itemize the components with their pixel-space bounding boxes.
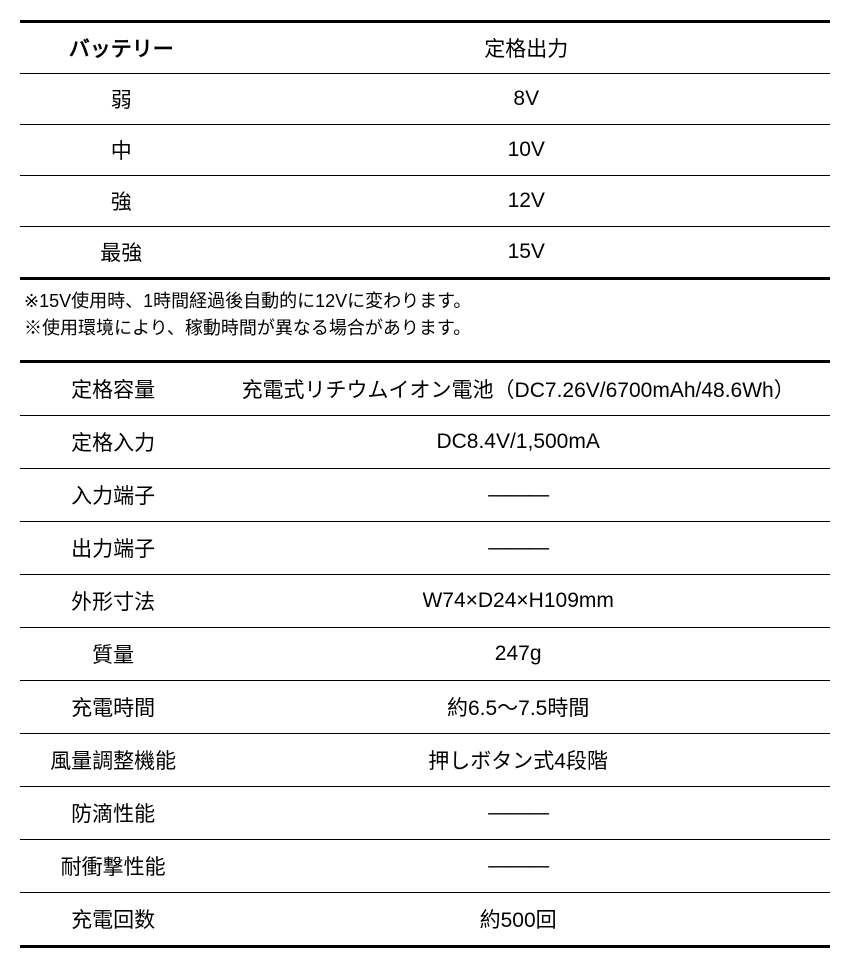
row-label: 入力端子	[20, 469, 206, 522]
table-row: 風量調整機能 押しボタン式4段階	[20, 734, 830, 787]
table-row: 充電時間 約6.5〜7.5時間	[20, 681, 830, 734]
notes-block: ※15V使用時、1時間経過後自動的に12Vに変わります。 ※使用環境により、稼動…	[20, 288, 830, 342]
table-row: 中 10V	[20, 125, 830, 176]
row-value: W74×D24×H109mm	[206, 575, 830, 628]
row-value: 15V	[223, 227, 831, 279]
table-row: 充電回数 約500回	[20, 893, 830, 947]
row-value: ―――	[206, 522, 830, 575]
table-row: 最強 15V	[20, 227, 830, 279]
header-battery: バッテリー	[20, 22, 223, 74]
table-row: 強 12V	[20, 176, 830, 227]
row-label: 風量調整機能	[20, 734, 206, 787]
row-value: 247g	[206, 628, 830, 681]
row-label: 耐衝撃性能	[20, 840, 206, 893]
note-line: ※使用環境により、稼動時間が異なる場合があります。	[24, 315, 830, 342]
row-label: 弱	[20, 74, 223, 125]
row-label: 中	[20, 125, 223, 176]
table-row: 入力端子 ―――	[20, 469, 830, 522]
row-label: 出力端子	[20, 522, 206, 575]
row-label: 充電時間	[20, 681, 206, 734]
row-value: 12V	[223, 176, 831, 227]
row-value: ―――	[206, 469, 830, 522]
row-label: 外形寸法	[20, 575, 206, 628]
row-label: 最強	[20, 227, 223, 279]
row-value: 約6.5〜7.5時間	[206, 681, 830, 734]
table-row: 防滴性能 ―――	[20, 787, 830, 840]
table-row: 定格入力 DC8.4V/1,500mA	[20, 416, 830, 469]
row-label: 質量	[20, 628, 206, 681]
row-value: ―――	[206, 787, 830, 840]
note-line: ※15V使用時、1時間経過後自動的に12Vに変わります。	[24, 288, 830, 315]
row-label: 充電回数	[20, 893, 206, 947]
row-label: 防滴性能	[20, 787, 206, 840]
row-value: 押しボタン式4段階	[206, 734, 830, 787]
table-header-row: バッテリー 定格出力	[20, 22, 830, 74]
row-value: DC8.4V/1,500mA	[206, 416, 830, 469]
row-value: 8V	[223, 74, 831, 125]
table-row: 外形寸法 W74×D24×H109mm	[20, 575, 830, 628]
spec-table: 定格容量 充電式リチウムイオン電池（DC7.26V/6700mAh/48.6Wh…	[20, 360, 830, 948]
row-label: 定格容量	[20, 362, 206, 416]
table-row: 弱 8V	[20, 74, 830, 125]
header-output: 定格出力	[223, 22, 831, 74]
battery-output-table: バッテリー 定格出力 弱 8V 中 10V 強 12V 最強 15V	[20, 20, 830, 280]
row-value: 10V	[223, 125, 831, 176]
table-row: 耐衝撃性能 ―――	[20, 840, 830, 893]
row-label: 強	[20, 176, 223, 227]
row-label: 定格入力	[20, 416, 206, 469]
row-value: ―――	[206, 840, 830, 893]
table-row: 出力端子 ―――	[20, 522, 830, 575]
table-row: 質量 247g	[20, 628, 830, 681]
table-row: 定格容量 充電式リチウムイオン電池（DC7.26V/6700mAh/48.6Wh…	[20, 362, 830, 416]
row-value: 約500回	[206, 893, 830, 947]
row-value: 充電式リチウムイオン電池（DC7.26V/6700mAh/48.6Wh）	[206, 362, 830, 416]
